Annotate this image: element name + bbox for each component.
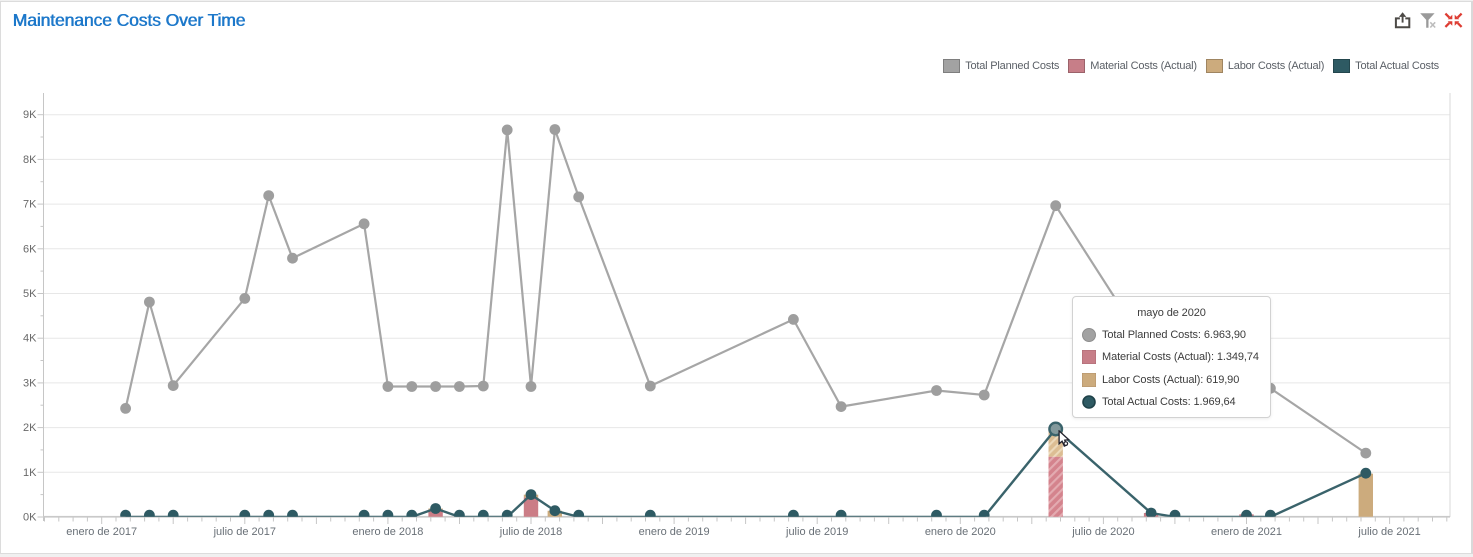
svg-text:2K: 2K xyxy=(23,422,37,434)
svg-text:julio de 2020: julio de 2020 xyxy=(1071,526,1134,538)
svg-text:3K: 3K xyxy=(23,377,37,389)
svg-text:8K: 8K xyxy=(23,154,37,166)
svg-text:julio de 2017: julio de 2017 xyxy=(213,526,276,538)
svg-text:7K: 7K xyxy=(23,199,37,211)
svg-text:julio de 2019: julio de 2019 xyxy=(785,526,848,538)
svg-text:julio de 2018: julio de 2018 xyxy=(499,526,562,538)
svg-text:julio de 2021: julio de 2021 xyxy=(1357,526,1420,538)
svg-text:0K: 0K xyxy=(23,512,37,524)
svg-text:enero de 2021: enero de 2021 xyxy=(1211,526,1282,538)
svg-text:enero de 2019: enero de 2019 xyxy=(639,526,710,538)
svg-text:5K: 5K xyxy=(23,288,37,300)
svg-text:1K: 1K xyxy=(23,467,37,479)
svg-text:enero de 2017: enero de 2017 xyxy=(66,526,137,538)
svg-text:6K: 6K xyxy=(23,243,37,255)
svg-text:4K: 4K xyxy=(23,333,37,345)
svg-text:9K: 9K xyxy=(23,109,37,121)
svg-text:enero de 2020: enero de 2020 xyxy=(925,526,996,538)
svg-text:enero de 2018: enero de 2018 xyxy=(352,526,423,538)
